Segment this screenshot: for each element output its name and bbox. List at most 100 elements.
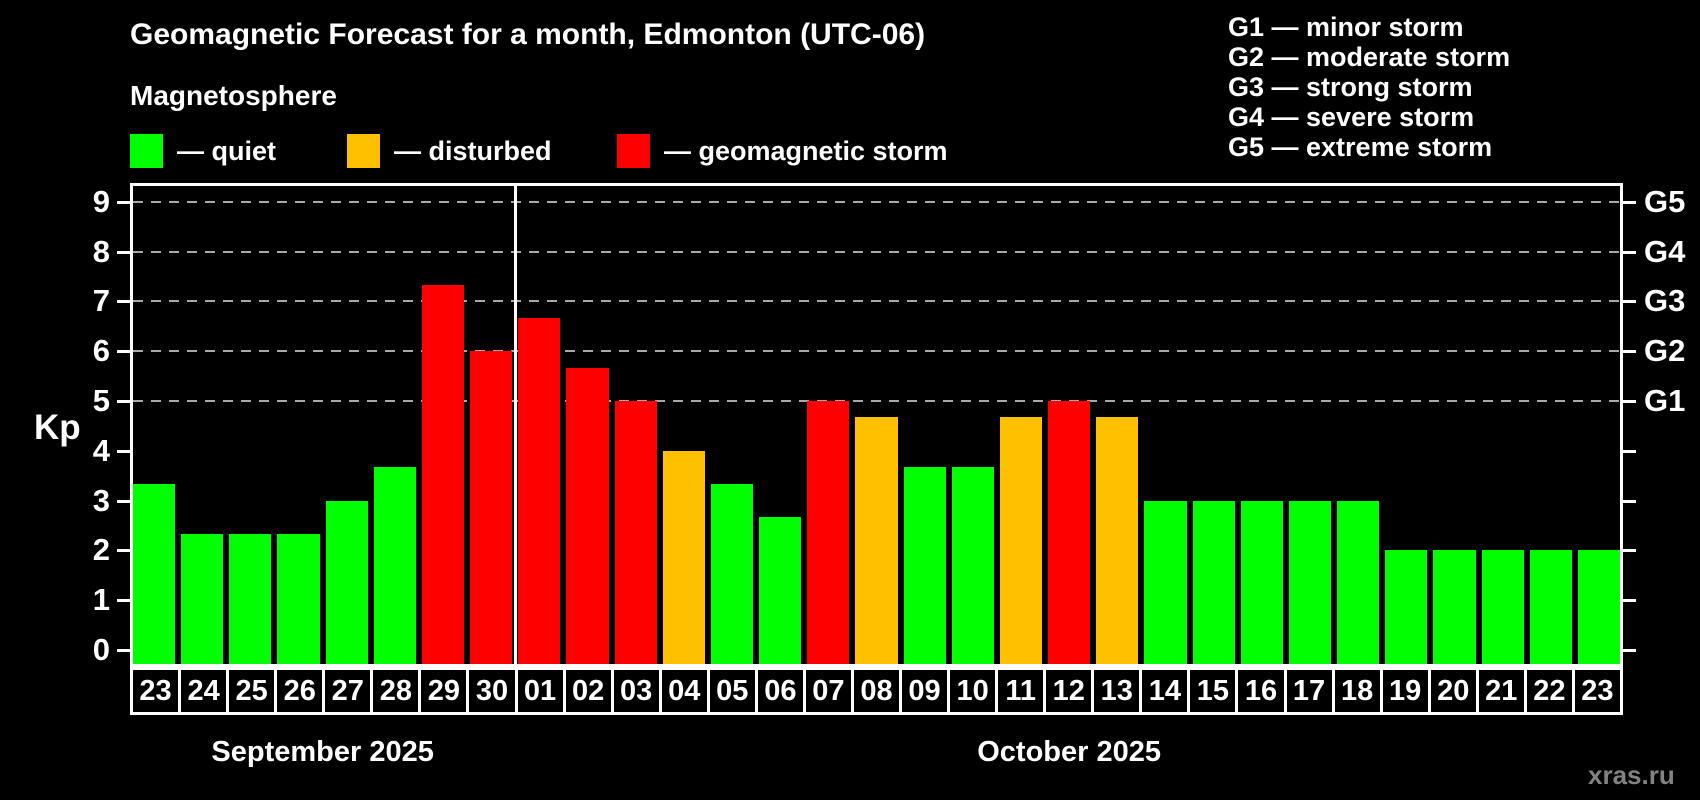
- date-cell: 26: [274, 667, 326, 715]
- date-cell: 01: [514, 667, 566, 715]
- legend-item-disturbed: — disturbed: [347, 133, 552, 169]
- kp-bar-13: [1096, 417, 1139, 664]
- date-cell: 03: [610, 667, 662, 715]
- y-axis-tick-label: 7: [92, 283, 110, 319]
- y-axis-tick-label: 1: [92, 582, 110, 618]
- g-scale-tick-label-G1: G1: [1644, 383, 1686, 418]
- date-cell: 05: [706, 667, 758, 715]
- month-label: October 2025: [977, 736, 1162, 768]
- kp-bar-02: [566, 367, 609, 664]
- y-axis-tick-right: [1623, 549, 1636, 553]
- y-axis-tick-left: [117, 200, 130, 204]
- month-separator: [513, 183, 517, 667]
- chart-subtitle: Magnetosphere: [130, 80, 337, 111]
- date-cell: 11: [995, 667, 1047, 715]
- y-axis-tick-left: [117, 599, 130, 603]
- y-axis-tick-left: [117, 499, 130, 503]
- storm-swatch: [617, 134, 650, 168]
- kp-bar-15: [1192, 500, 1235, 664]
- date-cell: 17: [1283, 667, 1335, 715]
- date-cell: 10: [947, 667, 999, 715]
- y-axis-tick-left: [117, 350, 130, 354]
- kp-bar-20: [1433, 550, 1476, 664]
- date-cell: 08: [850, 667, 902, 715]
- y-axis-tick-label: 8: [92, 233, 110, 269]
- y-axis-tick-left: [117, 300, 130, 304]
- date-cell: 24: [178, 667, 230, 715]
- kp-bar-07: [807, 401, 850, 664]
- legend-item-storm: — geomagnetic storm: [617, 133, 948, 169]
- date-cell: 15: [1187, 667, 1239, 715]
- y-axis-tick-right: [1623, 200, 1636, 204]
- kp-bar-12: [1048, 401, 1091, 664]
- date-cell: 13: [1091, 667, 1143, 715]
- kp-bar-01: [518, 317, 561, 664]
- y-axis-tick-label: 6: [92, 333, 110, 369]
- kp-bar-05: [710, 484, 754, 664]
- date-cell: 30: [466, 667, 518, 715]
- date-cell: 28: [370, 667, 422, 715]
- y-axis-tick-left: [117, 400, 130, 403]
- date-cell: 19: [1379, 667, 1431, 715]
- gridline-kp8: [133, 250, 1620, 253]
- page-title: Geomagnetic Forecast for a month, Edmont…: [130, 18, 926, 51]
- y-axis-tick-label: 2: [92, 532, 110, 568]
- storm-scale-line: G3 — strong storm: [1228, 72, 1473, 102]
- y-axis-title: Kp: [34, 408, 81, 447]
- storm-scale-legend: G1 — minor storm G2 — moderate storm G3 — …: [1228, 12, 1510, 162]
- kp-bar-09: [903, 467, 946, 664]
- kp-bar-17: [1288, 500, 1332, 664]
- y-axis-tick-label: 3: [92, 482, 110, 518]
- kp-bar-28: [373, 467, 416, 664]
- date-cell: 12: [1043, 667, 1095, 715]
- storm-scale-line: G1 — minor storm: [1228, 12, 1464, 42]
- kp-bar-26: [277, 533, 320, 664]
- date-cell: 27: [322, 667, 374, 715]
- kp-bar-18: [1337, 500, 1380, 664]
- kp-bar-21: [1481, 550, 1524, 664]
- legend-item-quiet: — quiet: [130, 133, 276, 169]
- g-scale-tick-label-G4: G4: [1644, 233, 1686, 269]
- storm-scale-line: G4 — severe storm: [1228, 102, 1475, 132]
- y-axis-tick-label: 5: [92, 383, 110, 418]
- g-scale-tick-label-G2: G2: [1644, 333, 1686, 369]
- kp-bar-04: [662, 450, 705, 664]
- date-cell: 22: [1523, 667, 1575, 715]
- kp-bar-23: [1577, 550, 1620, 664]
- y-axis-tick-left: [117, 449, 130, 453]
- kp-bar-06: [759, 517, 802, 664]
- y-axis-tick-label: 9: [92, 183, 110, 219]
- kp-bar-30: [470, 351, 513, 664]
- kp-bar-24: [181, 533, 224, 664]
- kp-bar-10: [951, 467, 994, 664]
- y-axis-tick-right: [1623, 599, 1636, 603]
- y-axis-tick-right: [1623, 649, 1636, 652]
- date-cell: 25: [226, 667, 278, 715]
- date-cell: 04: [658, 667, 710, 715]
- date-cell: 23: [130, 667, 182, 715]
- y-axis-tick-left: [117, 549, 130, 553]
- y-axis-tick-right: [1623, 400, 1636, 403]
- kp-bar-25: [229, 533, 272, 664]
- gridline-kp7: [133, 300, 1620, 303]
- watermark: xras.ru: [1588, 760, 1675, 790]
- kp-bar-11: [999, 417, 1043, 664]
- y-axis-tick-label: 4: [92, 432, 110, 468]
- kp-bar-14: [1144, 500, 1187, 664]
- date-cell: 29: [418, 667, 470, 715]
- quiet-swatch: [130, 134, 163, 168]
- month-label: September 2025: [211, 736, 434, 768]
- storm-scale-line: G5 — extreme storm: [1228, 132, 1493, 162]
- date-cell: 16: [1235, 667, 1287, 715]
- g-scale-tick-label-G5: G5: [1644, 183, 1686, 219]
- legend-label-disturbed: — disturbed: [394, 135, 552, 166]
- y-axis-tick-left: [117, 649, 130, 652]
- date-cell: 23: [1571, 667, 1623, 715]
- date-cell: 02: [562, 667, 614, 715]
- y-axis-tick-right: [1623, 499, 1636, 503]
- disturbed-swatch: [347, 134, 380, 168]
- date-cell: 21: [1475, 667, 1527, 715]
- gridline-kp9: [133, 200, 1620, 203]
- kp-bar-23: [133, 484, 176, 664]
- gridline-kp6: [133, 350, 1620, 353]
